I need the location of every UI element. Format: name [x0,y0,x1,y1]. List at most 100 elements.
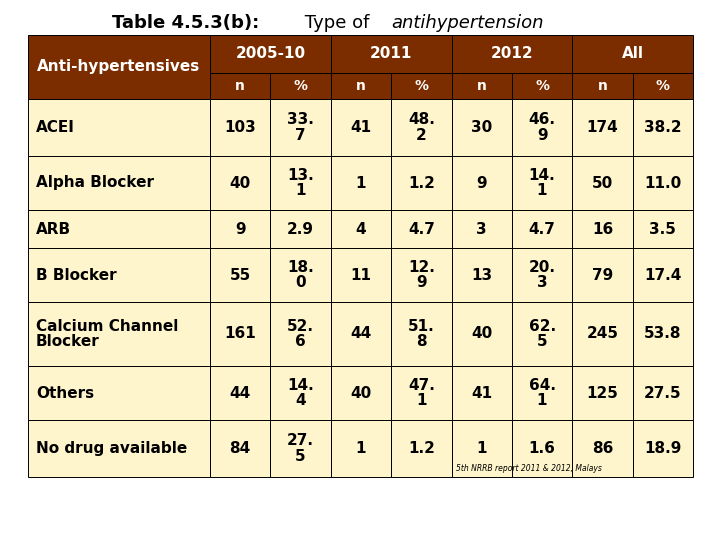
Text: 1: 1 [477,441,487,456]
Text: 1: 1 [356,176,366,191]
Bar [28,156,210,210]
Bar [330,420,391,477]
Text: 245: 245 [586,327,618,341]
Text: 46.
9: 46. 9 [528,112,556,143]
Bar [28,248,210,302]
Bar [633,420,693,477]
Text: 4.7: 4.7 [408,221,435,237]
Text: n: n [477,79,487,93]
Bar [572,420,633,477]
Bar [572,73,633,99]
Bar [28,420,210,477]
Bar [210,366,271,420]
Bar [330,210,391,248]
Text: 55: 55 [230,267,251,282]
Bar [330,99,391,156]
Text: 38.2: 38.2 [644,120,682,135]
Text: Others: Others [36,386,94,401]
Text: 47.
1: 47. 1 [408,377,435,408]
Text: 84: 84 [230,441,251,456]
Text: 30: 30 [471,120,492,135]
Text: n: n [598,79,608,93]
Bar [512,302,572,366]
Bar [28,35,210,99]
Text: 20.
3: 20. 3 [528,260,556,291]
Text: 50: 50 [592,176,613,191]
Bar [391,302,451,366]
Text: 1.6: 1.6 [528,441,556,456]
Bar [512,99,572,156]
Text: 33.
7: 33. 7 [287,112,314,143]
Bar [28,366,210,420]
Text: 13: 13 [471,267,492,282]
Text: %: % [414,79,428,93]
Bar [633,302,693,366]
Bar [210,248,271,302]
Bar [451,366,512,420]
Bar [451,73,512,99]
Bar [210,420,271,477]
Bar [572,156,633,210]
Bar [572,35,693,73]
Text: 103: 103 [225,120,256,135]
Bar [512,210,572,248]
Text: Alpha Blocker: Alpha Blocker [36,176,154,191]
Text: 40: 40 [471,327,492,341]
Bar [512,156,572,210]
Text: 11.0: 11.0 [644,176,681,191]
Bar [28,99,210,156]
Text: 4: 4 [356,221,366,237]
Bar [451,99,512,156]
Bar [451,35,572,73]
Text: Anti-hypertensives: Anti-hypertensives [37,59,201,75]
Text: Calcium Channel
Blocker: Calcium Channel Blocker [36,319,179,349]
Text: 62.
5: 62. 5 [528,319,556,349]
Text: ACEI: ACEI [36,120,75,135]
Bar [572,248,633,302]
Text: 44: 44 [230,386,251,401]
Text: 1.2: 1.2 [408,176,435,191]
Text: 16: 16 [592,221,613,237]
Text: 14.
4: 14. 4 [287,377,314,408]
Text: antihypertension: antihypertension [391,14,544,32]
Text: 40: 40 [351,386,372,401]
Text: 3.5: 3.5 [649,221,676,237]
Bar [210,156,271,210]
Text: %: % [294,79,307,93]
Text: n: n [235,79,245,93]
Text: 125: 125 [587,386,618,401]
Bar [391,420,451,477]
Text: 9: 9 [235,221,246,237]
Text: 12.
9: 12. 9 [408,260,435,291]
Text: 4.7: 4.7 [528,221,556,237]
Text: Type of: Type of [299,14,375,32]
Bar [271,73,330,99]
Bar [451,420,512,477]
Text: %: % [656,79,670,93]
Bar [271,156,330,210]
Text: Table 4.5.3(b):: Table 4.5.3(b): [112,14,259,32]
Text: 1: 1 [356,441,366,456]
Text: 1.2: 1.2 [408,441,435,456]
Bar [633,73,693,99]
Text: 48.
2: 48. 2 [408,112,435,143]
Bar [330,73,391,99]
Bar [271,248,330,302]
Text: 41: 41 [471,386,492,401]
Text: 174: 174 [587,120,618,135]
Text: 51.
8: 51. 8 [408,319,435,349]
Bar [391,73,451,99]
Bar [271,420,330,477]
Bar [512,73,572,99]
Text: 13.
1: 13. 1 [287,168,314,198]
Text: No drug available: No drug available [36,441,187,456]
Bar [633,99,693,156]
Bar [633,210,693,248]
Bar [28,210,210,248]
Text: 86: 86 [592,441,613,456]
Text: 11: 11 [351,267,372,282]
Text: 64.
1: 64. 1 [528,377,556,408]
Bar [330,248,391,302]
Bar [572,210,633,248]
Bar [451,248,512,302]
